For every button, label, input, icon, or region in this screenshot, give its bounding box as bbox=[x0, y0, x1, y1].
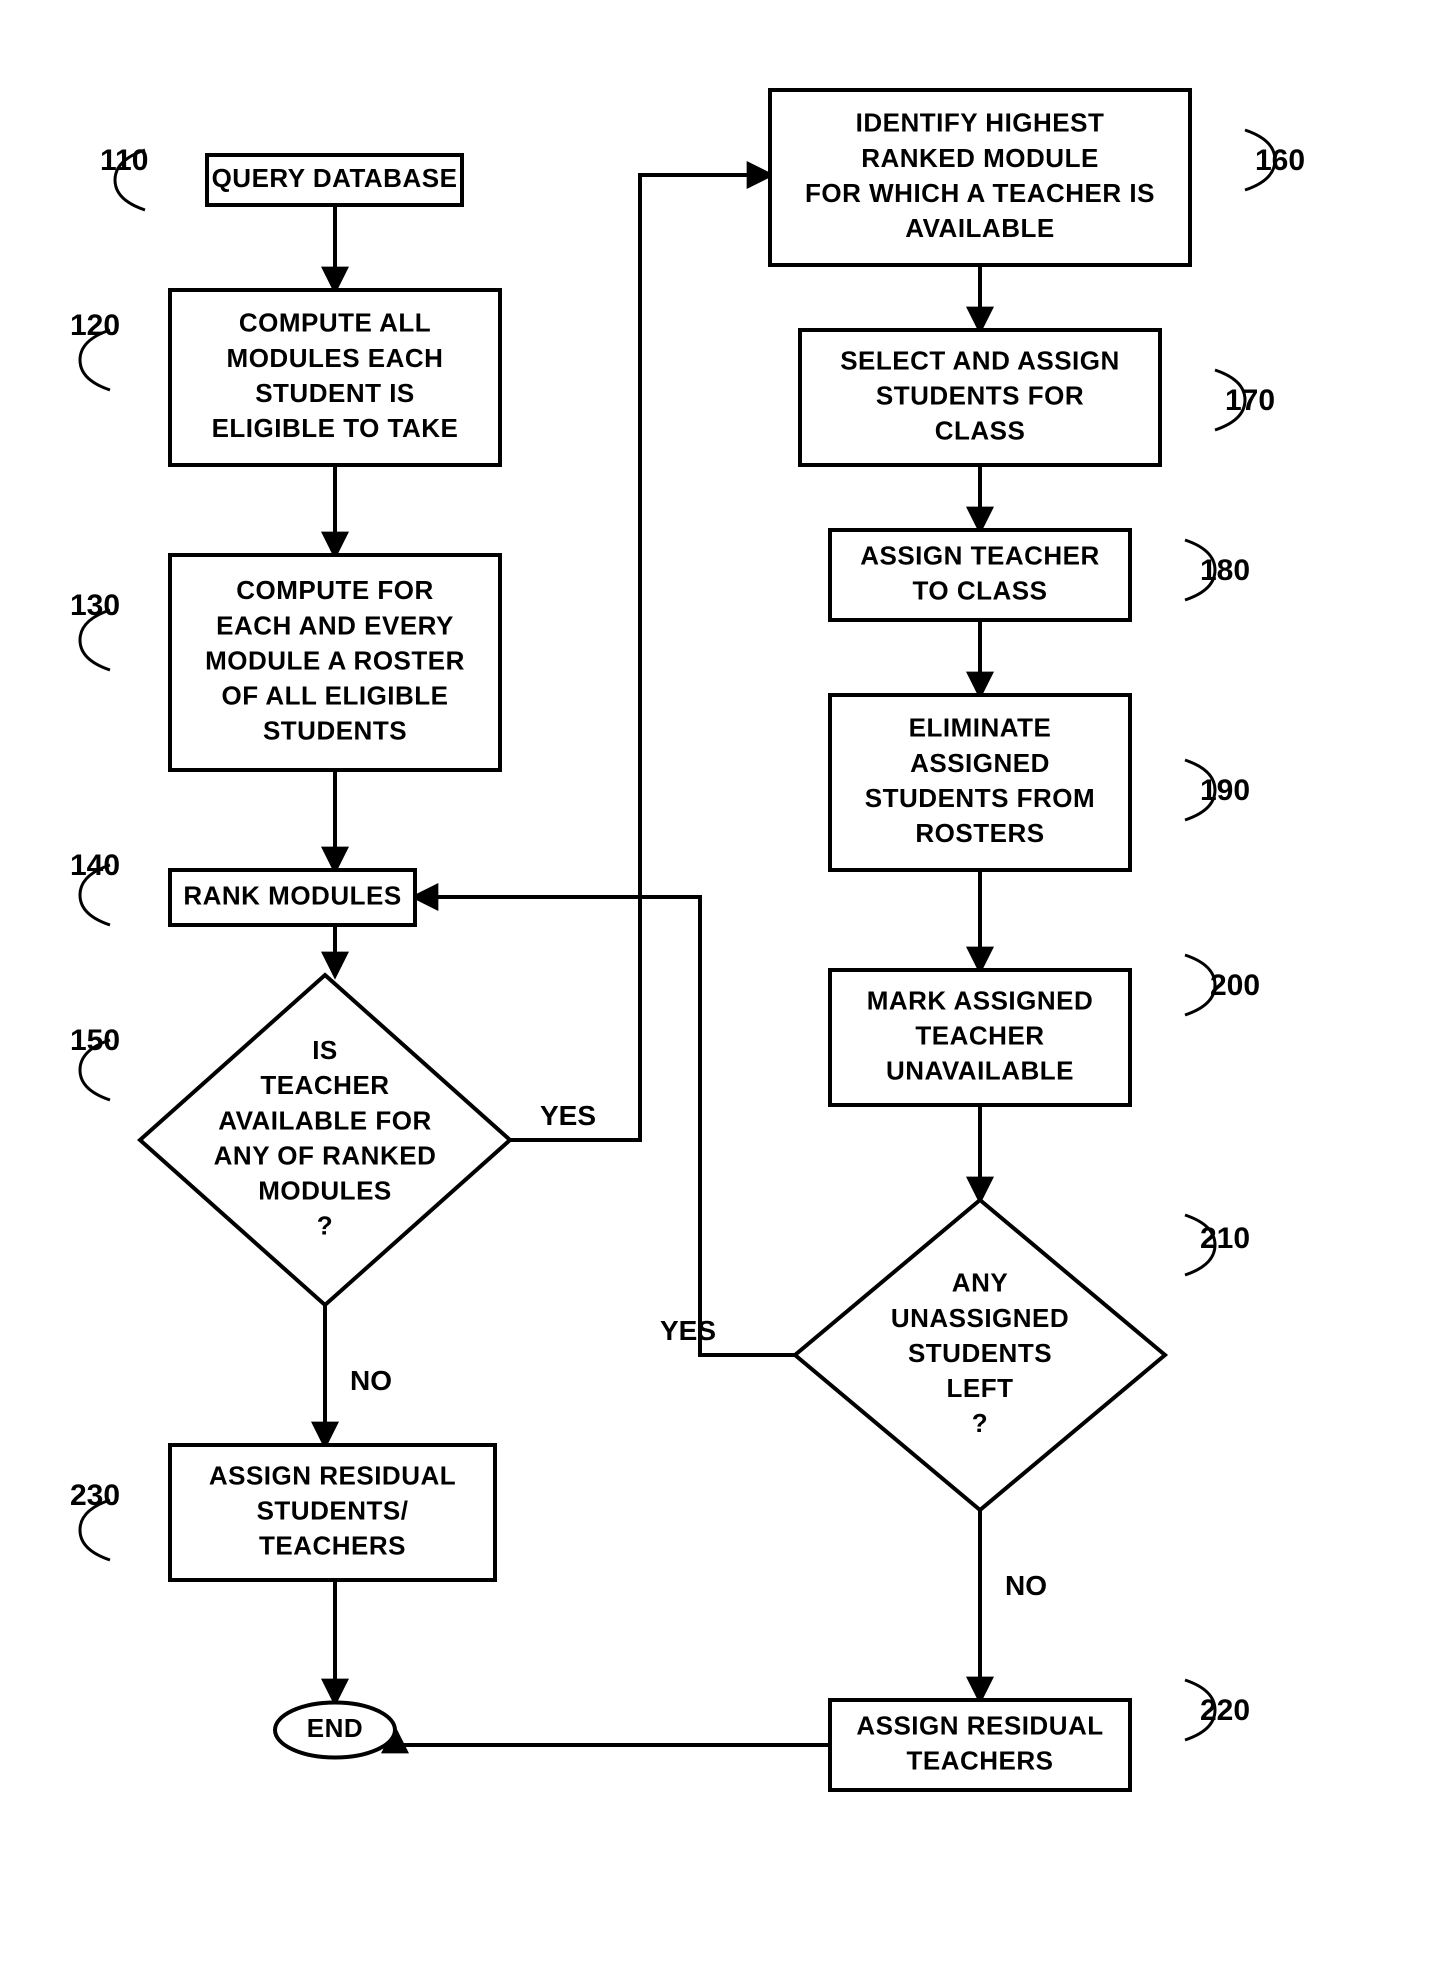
node-n200: MARK ASSIGNED TEACHER UNAVAILABLE 200 bbox=[830, 955, 1260, 1105]
svg-text:STUDENTS: STUDENTS bbox=[263, 716, 407, 746]
svg-text:ASSIGNED: ASSIGNED bbox=[910, 748, 1050, 778]
node-n230: ASSIGN RESIDUAL STUDENTS/TEACHERS 230 bbox=[70, 1445, 495, 1580]
svg-text:END: END bbox=[307, 1713, 363, 1743]
svg-text:MODULES EACH: MODULES EACH bbox=[227, 343, 444, 373]
node-n110: QUERY DATABASE 110 bbox=[100, 144, 462, 210]
svg-text:STUDENTS: STUDENTS bbox=[908, 1338, 1052, 1368]
svg-text:180: 180 bbox=[1200, 554, 1250, 587]
flowchart-canvas: NO YES YES NO QUERY DATABASE 110 COMPUTE ALL MO… bbox=[0, 0, 1432, 1965]
svg-text:TEACHERS: TEACHERS bbox=[259, 1530, 406, 1560]
node-n160: IDENTIFY HIGHEST RANKED MODULE FOR WHICH A… bbox=[770, 90, 1305, 265]
svg-text:YES: YES bbox=[660, 1315, 716, 1346]
svg-text:170: 170 bbox=[1225, 384, 1275, 417]
svg-text:TEACHERS: TEACHERS bbox=[906, 1745, 1053, 1775]
svg-text:?: ? bbox=[317, 1211, 333, 1241]
node-n190: ELIMINATE ASSIGNED STUDENTS FROM ROSTERS 190 bbox=[830, 695, 1250, 870]
svg-text:130: 130 bbox=[70, 589, 120, 622]
svg-text:ANY OF RANKED: ANY OF RANKED bbox=[214, 1140, 437, 1170]
svg-text:CLASS: CLASS bbox=[935, 415, 1026, 445]
svg-text:IDENTIFY HIGHEST: IDENTIFY HIGHEST bbox=[856, 108, 1105, 138]
svg-text:COMPUTE ALL: COMPUTE ALL bbox=[239, 308, 431, 338]
svg-text:RANKED MODULE: RANKED MODULE bbox=[861, 143, 1099, 173]
svg-text:MODULES: MODULES bbox=[258, 1176, 392, 1206]
svg-text:220: 220 bbox=[1200, 1694, 1250, 1727]
svg-text:ASSIGN RESIDUAL: ASSIGN RESIDUAL bbox=[209, 1460, 456, 1490]
node-n180: ASSIGN TEACHER TO CLASS 180 bbox=[830, 530, 1250, 620]
svg-text:MARK ASSIGNED: MARK ASSIGNED bbox=[867, 985, 1094, 1015]
svg-text:ELIGIBLE TO TAKE: ELIGIBLE TO TAKE bbox=[212, 413, 459, 443]
svg-text:NO: NO bbox=[350, 1365, 392, 1396]
svg-text:STUDENTS/: STUDENTS/ bbox=[257, 1495, 409, 1525]
edge-e5: NO bbox=[325, 1305, 392, 1445]
svg-text:UNAVAILABLE: UNAVAILABLE bbox=[886, 1055, 1074, 1085]
svg-text:STUDENT IS: STUDENT IS bbox=[255, 378, 415, 408]
svg-text:YES: YES bbox=[540, 1100, 596, 1131]
svg-text:200: 200 bbox=[1210, 969, 1260, 1002]
node-end: END bbox=[275, 1703, 395, 1758]
svg-text:FOR WHICH A TEACHER IS: FOR WHICH A TEACHER IS bbox=[805, 178, 1155, 208]
svg-text:STUDENTS FROM: STUDENTS FROM bbox=[865, 783, 1095, 813]
node-d150: IS TEACHER AVAILABLE FOR ANY OF RANKED MODUL… bbox=[70, 975, 510, 1305]
svg-text:MODULE A ROSTER: MODULE A ROSTER bbox=[205, 645, 465, 675]
svg-text:210: 210 bbox=[1200, 1222, 1250, 1255]
svg-text:EACH AND EVERY: EACH AND EVERY bbox=[216, 610, 454, 640]
svg-text:ROSTERS: ROSTERS bbox=[915, 818, 1044, 848]
edge-e15 bbox=[395, 1730, 830, 1745]
edge-e14: NO bbox=[980, 1510, 1047, 1700]
svg-text:AVAILABLE FOR: AVAILABLE FOR bbox=[218, 1105, 432, 1135]
svg-text:RANK MODULES: RANK MODULES bbox=[183, 880, 401, 910]
svg-text:UNASSIGNED: UNASSIGNED bbox=[891, 1303, 1069, 1333]
svg-text:IS: IS bbox=[312, 1035, 338, 1065]
svg-text:AVAILABLE: AVAILABLE bbox=[905, 213, 1054, 243]
edge-e7: YES bbox=[510, 175, 770, 1140]
svg-text:?: ? bbox=[972, 1408, 988, 1438]
svg-text:QUERY DATABASE: QUERY DATABASE bbox=[212, 163, 458, 193]
svg-text:ELIMINATE: ELIMINATE bbox=[909, 713, 1052, 743]
svg-text:TEACHER: TEACHER bbox=[260, 1070, 389, 1100]
svg-text:ASSIGN RESIDUAL: ASSIGN RESIDUAL bbox=[856, 1710, 1103, 1740]
svg-text:120: 120 bbox=[70, 309, 120, 342]
node-n170: SELECT AND ASSIGN STUDENTS FOR CLASS 170 bbox=[800, 330, 1275, 465]
svg-text:ANY: ANY bbox=[952, 1268, 1008, 1298]
svg-text:SELECT AND ASSIGN: SELECT AND ASSIGN bbox=[840, 345, 1120, 375]
node-n220: ASSIGN RESIDUAL TEACHERS 220 bbox=[830, 1680, 1250, 1790]
svg-text:TEACHER: TEACHER bbox=[915, 1020, 1044, 1050]
svg-text:110: 110 bbox=[100, 144, 148, 177]
svg-text:140: 140 bbox=[70, 849, 120, 882]
svg-text:OF ALL ELIGIBLE: OF ALL ELIGIBLE bbox=[221, 680, 448, 710]
node-d210: ANY UNASSIGNED STUDENTS LEFT? 210 bbox=[795, 1200, 1250, 1510]
svg-text:ASSIGN TEACHER: ASSIGN TEACHER bbox=[860, 540, 1100, 570]
svg-text:COMPUTE FOR: COMPUTE FOR bbox=[236, 575, 434, 605]
svg-text:TO CLASS: TO CLASS bbox=[913, 575, 1048, 605]
node-n140: RANK MODULES 140 bbox=[70, 849, 415, 925]
node-n130: COMPUTE FOR EACH AND EVERY MODULE A ROSTER… bbox=[70, 555, 500, 770]
node-n120: COMPUTE ALL MODULES EACH STUDENT IS ELIGIBL… bbox=[70, 290, 500, 465]
svg-text:230: 230 bbox=[70, 1479, 120, 1512]
svg-text:STUDENTS FOR: STUDENTS FOR bbox=[876, 380, 1084, 410]
svg-text:160: 160 bbox=[1255, 144, 1305, 177]
svg-text:190: 190 bbox=[1200, 774, 1250, 807]
svg-text:LEFT: LEFT bbox=[947, 1373, 1014, 1403]
svg-text:150: 150 bbox=[70, 1024, 120, 1057]
svg-text:NO: NO bbox=[1005, 1570, 1047, 1601]
